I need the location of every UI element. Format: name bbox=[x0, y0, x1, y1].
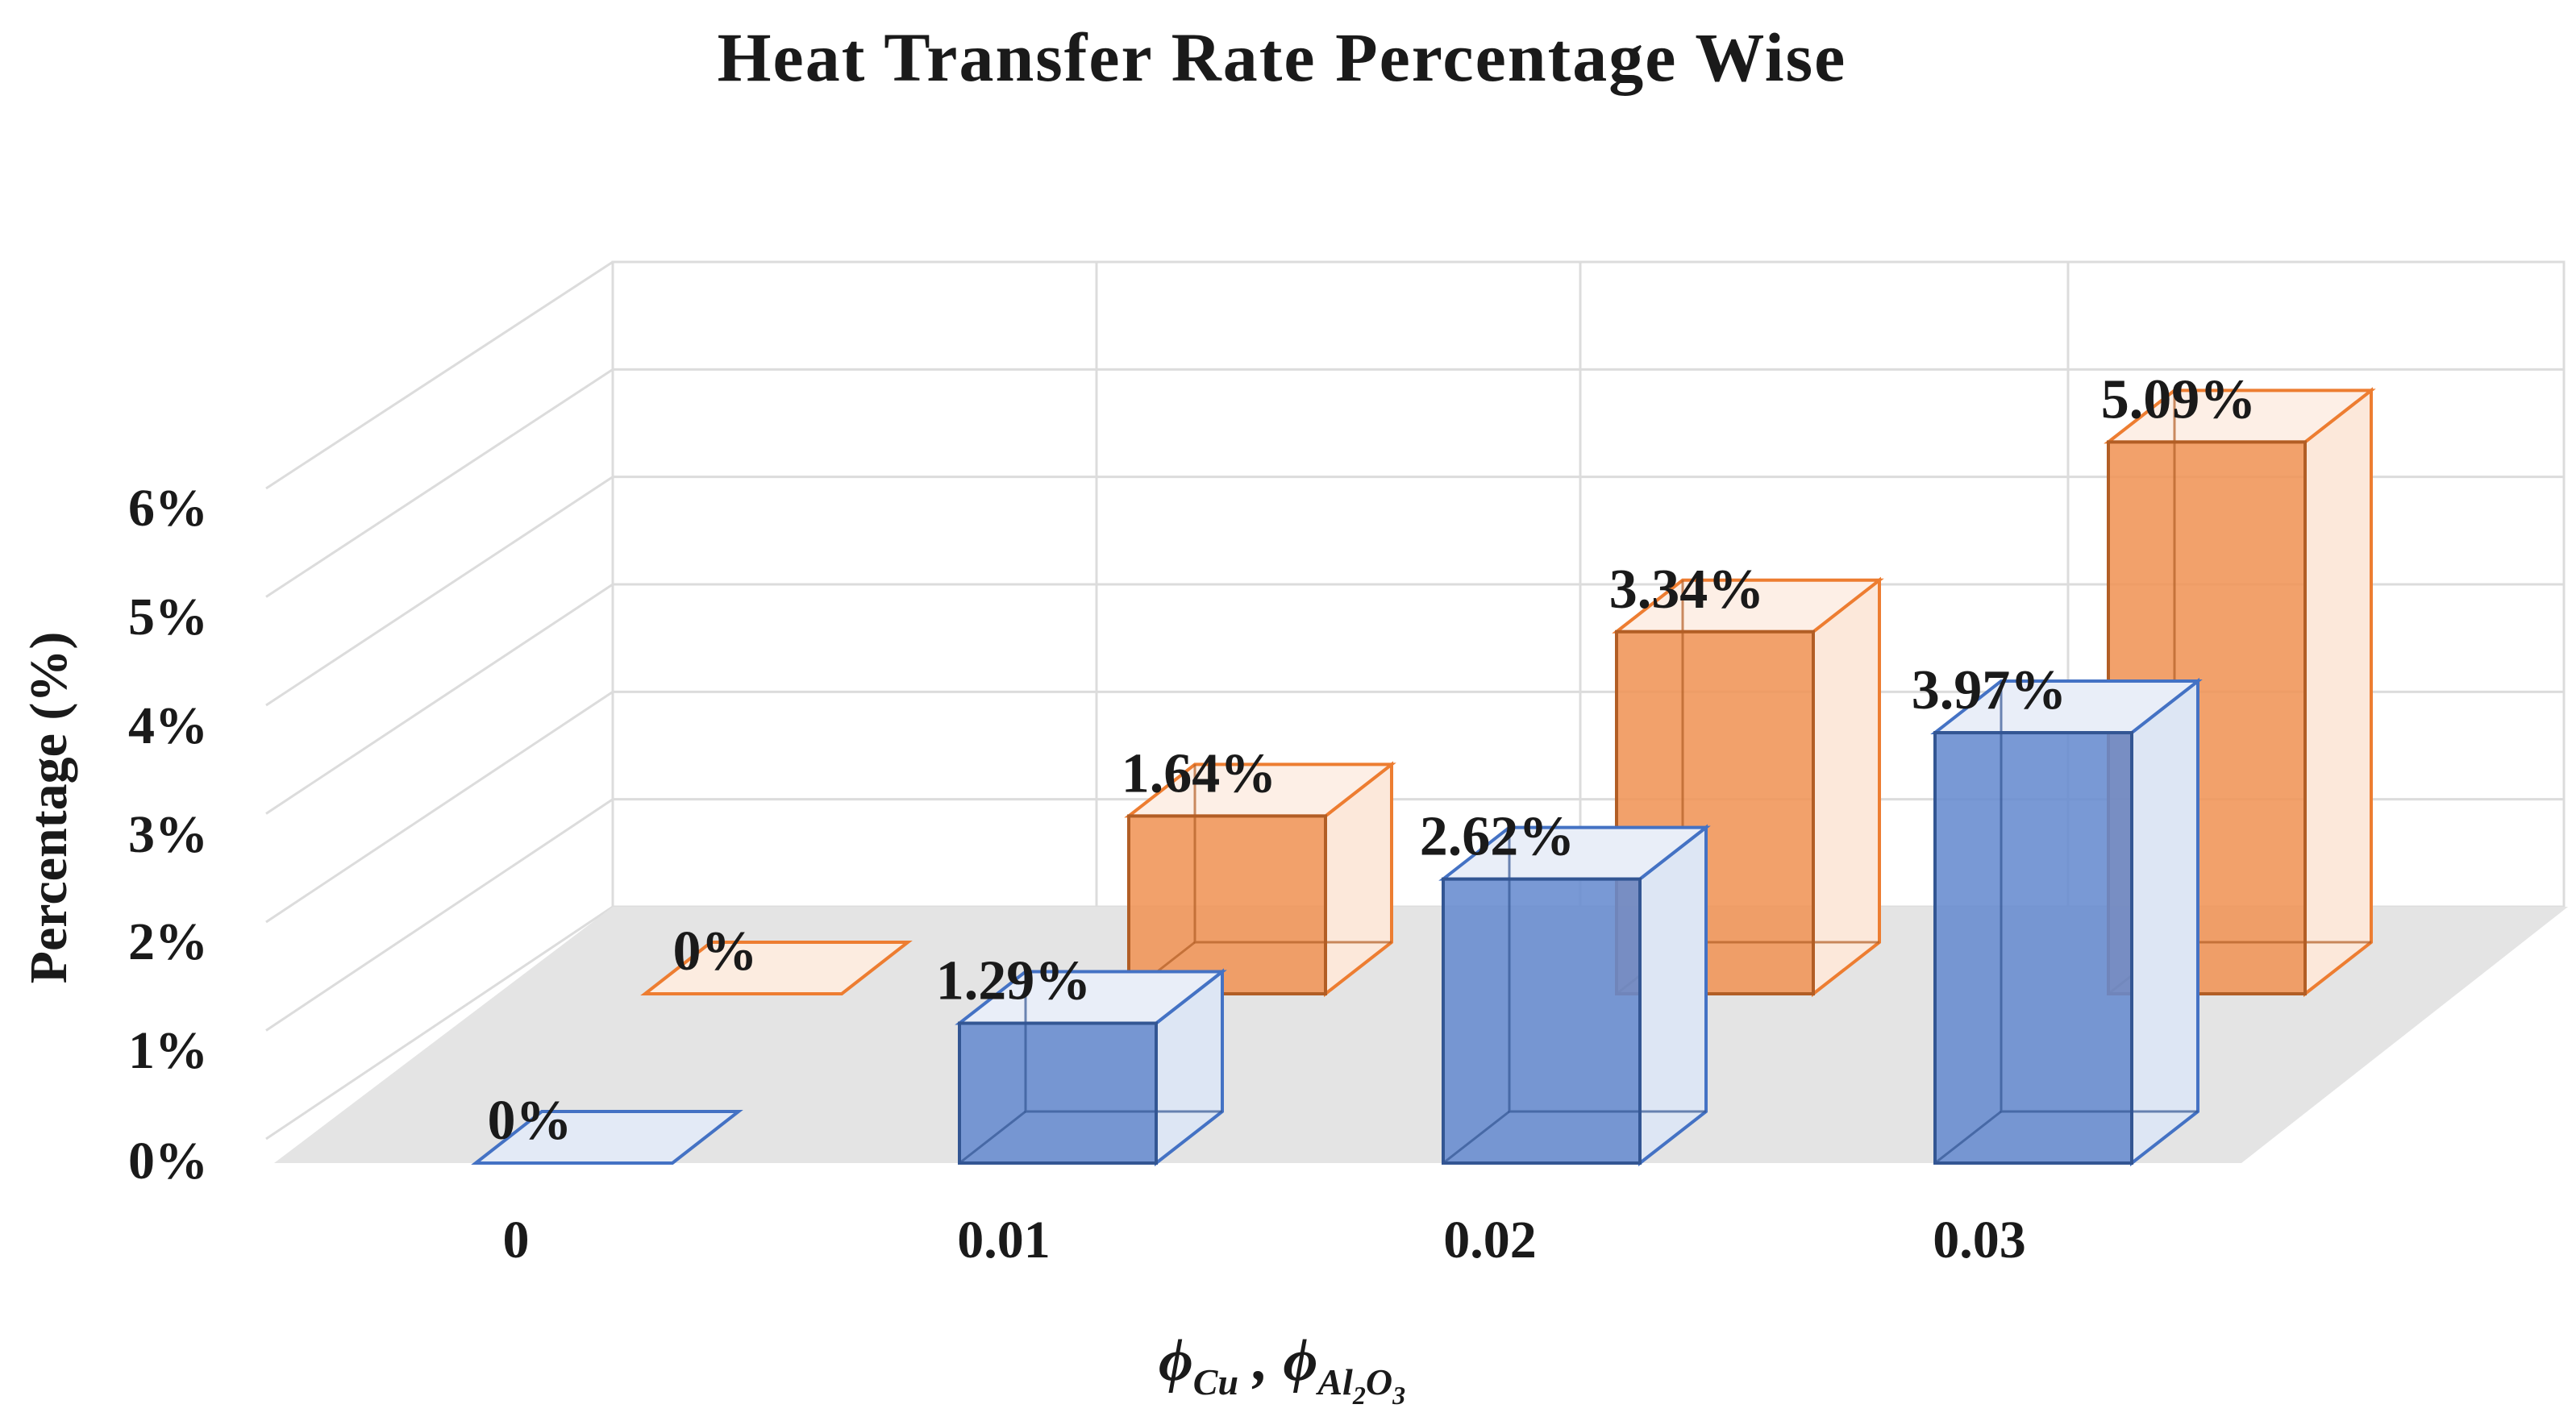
x-tick-labels: 0 0.01 0.02 0.03 bbox=[503, 1211, 2026, 1269]
bar bbox=[1124, 761, 1396, 998]
y-tick-labels: 0% 1% 2% 3% 4% 5% 6% bbox=[128, 479, 208, 1190]
side-gridline bbox=[265, 260, 614, 490]
bar bbox=[955, 968, 1227, 1167]
side-gridline bbox=[265, 476, 614, 707]
data-label: 1.64% bbox=[1122, 742, 1277, 804]
bar bbox=[1612, 576, 1884, 998]
data-label: 5.09% bbox=[2101, 368, 2257, 430]
side-gridline bbox=[265, 798, 614, 1032]
data-label: 0% bbox=[488, 1090, 572, 1152]
subscript-al: Al bbox=[1315, 1361, 1353, 1402]
subscript-2: 2 bbox=[1352, 1381, 1366, 1410]
y-axis-label: Percentage (%) bbox=[19, 632, 78, 984]
data-label: 3.97% bbox=[1912, 659, 2067, 721]
x-tick-label: 0.03 bbox=[1933, 1211, 2026, 1269]
data-label: 3.34% bbox=[1609, 559, 1765, 621]
x-tick-label: 0 bbox=[503, 1211, 530, 1269]
y-tick-label: 1% bbox=[128, 1021, 208, 1080]
subscript-3: 3 bbox=[1392, 1381, 1405, 1410]
bar bbox=[640, 941, 913, 995]
data-label: 1.29% bbox=[936, 949, 1092, 1012]
y-tick-label: 4% bbox=[128, 696, 208, 755]
x-tick-label: 0.02 bbox=[1443, 1211, 1537, 1269]
phi-symbol: ϕ bbox=[1284, 1328, 1318, 1394]
bar bbox=[1438, 824, 1711, 1167]
bars bbox=[471, 387, 2376, 1167]
chart-title: Heat Transfer Rate Percentage Wise bbox=[718, 19, 1847, 96]
y-tick-label: 3% bbox=[128, 805, 208, 864]
side-gridline bbox=[265, 905, 614, 1141]
data-labels: 0% 1.64% 3.34% 5.09% 0% 1.29% 2.62% 3.97% bbox=[488, 368, 2257, 1152]
y-tick-label: 5% bbox=[128, 588, 208, 646]
bar bbox=[471, 1110, 743, 1165]
x-axis-label: ϕCu , ϕAl2O3 bbox=[1159, 1328, 1405, 1410]
side-gridline bbox=[265, 368, 614, 598]
y-tick-label: 2% bbox=[128, 912, 208, 971]
subscript-cu: Cu bbox=[1193, 1361, 1238, 1402]
side-gridline bbox=[265, 583, 614, 815]
side-gridline bbox=[265, 691, 614, 924]
xlabel-separator: , bbox=[1238, 1328, 1284, 1394]
data-label: 0% bbox=[673, 920, 758, 983]
data-label: 2.62% bbox=[1420, 806, 1575, 868]
subscript-o: O bbox=[1366, 1361, 1392, 1402]
y-tick-label: 0% bbox=[128, 1132, 208, 1190]
x-tick-label: 0.01 bbox=[957, 1211, 1051, 1269]
bar bbox=[1930, 677, 2203, 1167]
phi-symbol: ϕ bbox=[1159, 1328, 1193, 1394]
y-tick-label: 6% bbox=[128, 479, 208, 538]
